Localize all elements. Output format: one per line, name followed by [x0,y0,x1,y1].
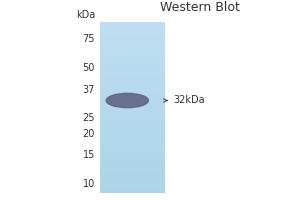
Bar [100,26,165,29]
Bar [100,39,165,42]
Bar [100,86,165,88]
Bar [100,52,165,54]
Bar [100,111,165,114]
Bar [100,30,165,33]
Bar [100,24,165,27]
Bar [100,126,165,129]
Bar [100,56,165,59]
Bar [100,181,165,184]
Bar [100,164,165,167]
Bar [100,50,165,52]
Bar [100,64,165,67]
Bar [100,82,165,84]
Bar [100,67,165,69]
Bar [100,150,165,152]
Text: 37: 37 [82,85,95,95]
Bar [100,109,165,112]
Bar [100,84,165,86]
Bar [100,28,165,31]
Bar [100,101,165,103]
Bar [100,160,165,163]
Bar [100,47,165,50]
Bar [100,130,165,133]
Bar [100,190,165,192]
Bar [100,54,165,56]
Bar [100,107,165,110]
Bar [100,103,165,105]
Text: Western Blot: Western Blot [160,1,240,14]
Bar [100,71,165,73]
Text: 15: 15 [82,150,95,160]
Bar [100,41,165,44]
Bar [100,162,165,165]
Bar [100,113,165,116]
Bar [100,98,165,101]
Bar [100,143,165,146]
Bar [100,179,165,182]
Bar [100,105,165,108]
Bar [100,33,165,35]
Bar [100,90,165,93]
Bar [100,75,165,78]
Text: 20: 20 [82,129,95,139]
Bar [100,169,165,171]
Bar [100,77,165,80]
Bar [100,120,165,122]
Text: 25: 25 [82,113,95,123]
Bar [100,58,165,61]
Text: 10: 10 [83,179,95,189]
Bar [100,137,165,139]
Bar [100,175,165,178]
Bar [100,152,165,154]
Bar [100,154,165,156]
Bar [100,177,165,180]
Bar [100,186,165,188]
Bar [100,173,165,176]
Ellipse shape [106,93,148,108]
Bar [100,166,165,169]
Text: 32kDa: 32kDa [173,95,205,105]
Bar [100,22,165,25]
Bar [100,141,165,144]
Bar [100,79,165,82]
Bar [100,156,165,158]
Bar [100,147,165,150]
Bar [100,184,165,186]
Bar [100,122,165,124]
Bar [100,88,165,90]
Bar [100,92,165,95]
Bar [100,135,165,137]
Bar [100,37,165,40]
Bar [100,73,165,76]
Bar [100,188,165,190]
Bar [100,124,165,127]
Bar [100,145,165,148]
Bar [100,60,165,63]
Bar [100,62,165,65]
Bar [100,94,165,97]
Bar [100,43,165,46]
Bar [100,45,165,48]
Text: 50: 50 [82,63,95,73]
Bar [100,69,165,71]
Bar [100,96,165,99]
Bar [100,171,165,173]
Bar [100,116,165,118]
Bar [100,118,165,120]
Bar [100,35,165,37]
Bar [100,158,165,161]
Text: kDa: kDa [76,10,95,20]
Bar [100,139,165,142]
Text: 75: 75 [82,34,95,44]
Bar [100,128,165,131]
Bar [100,132,165,135]
